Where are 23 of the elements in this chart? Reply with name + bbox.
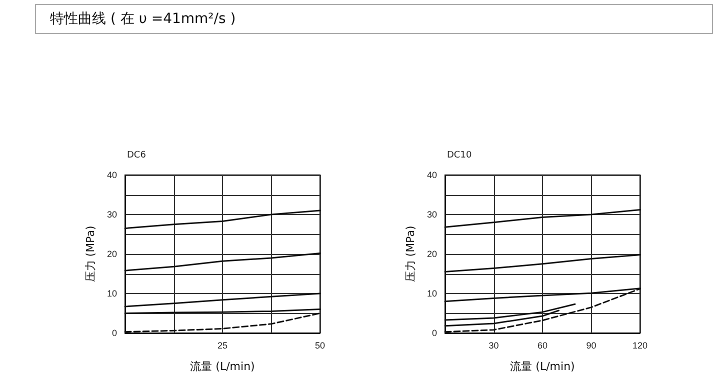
y-axis-title: 压力 (MPa) bbox=[84, 226, 98, 282]
x-tick-label: 30 bbox=[488, 340, 499, 350]
y-tick-label: 0 bbox=[432, 328, 437, 338]
y-tick-label: 10 bbox=[426, 288, 437, 298]
y-tick-label: 20 bbox=[426, 249, 437, 259]
x-tick-label: 120 bbox=[632, 340, 648, 350]
x-axis-title: 流量 (L/min) bbox=[190, 360, 255, 373]
y-tick-label: 10 bbox=[106, 288, 117, 298]
x-tick-label: 25 bbox=[217, 340, 228, 350]
x-tick-label: 50 bbox=[314, 340, 326, 350]
y-tick-label: 30 bbox=[426, 210, 437, 220]
y-tick-label: 40 bbox=[106, 170, 117, 180]
y-tick-label: 40 bbox=[426, 170, 437, 180]
text: 特性曲线 ( 在 υ =41mm²/s ) bbox=[35, 4, 713, 34]
y-tick-label: 0 bbox=[112, 328, 117, 338]
x-axis-title: 流量 (L/min) bbox=[510, 360, 575, 373]
chart-title: DC6 bbox=[127, 150, 146, 160]
x-tick-label: 90 bbox=[586, 340, 596, 350]
y-axis-title: 压力 (MPa) bbox=[404, 226, 418, 282]
y-tick-label: 20 bbox=[106, 249, 117, 259]
x-tick-label: 60 bbox=[537, 340, 548, 350]
y-tick-label: 30 bbox=[106, 210, 117, 220]
chart-title: DC10 bbox=[447, 150, 472, 160]
